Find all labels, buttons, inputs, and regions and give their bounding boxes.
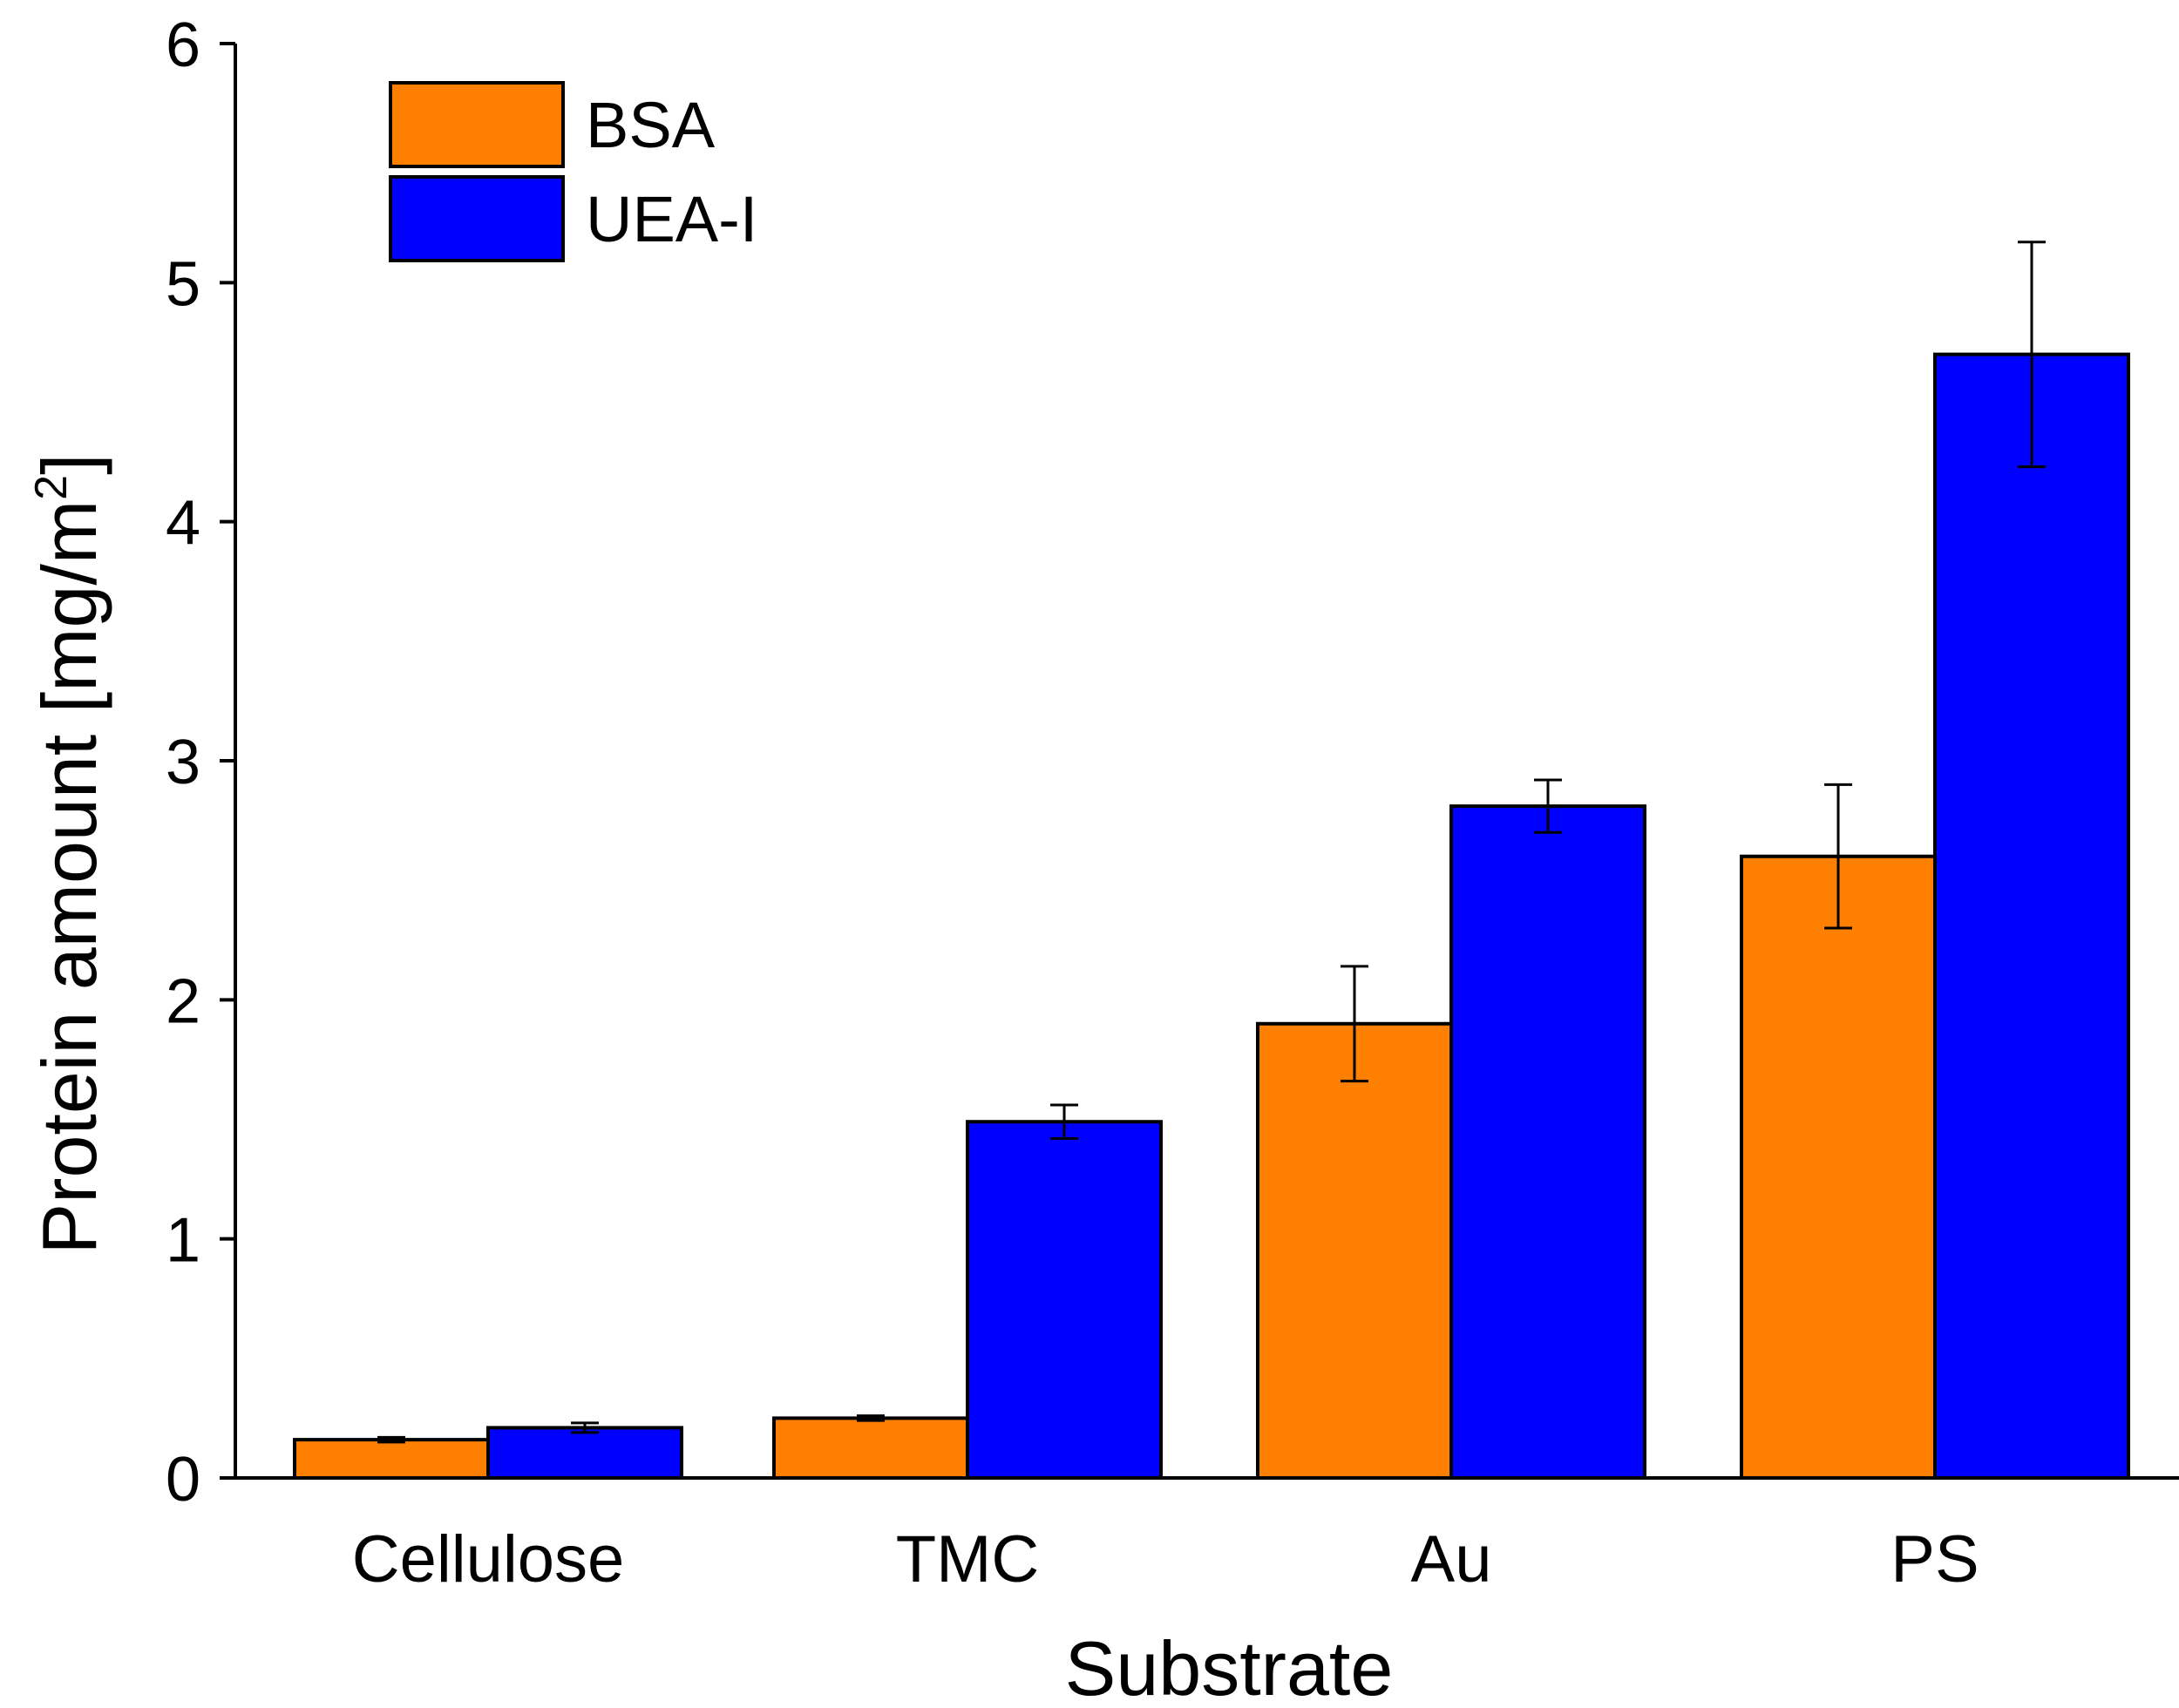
- legend-swatch-bsa: [389, 81, 565, 168]
- bar-uea-i-tmc: [966, 1120, 1163, 1480]
- x-category-label-au: Au: [1411, 1522, 1492, 1596]
- legend-label-uea-i: UEA-I: [586, 183, 757, 255]
- y-axis-title-text: Protein amount [mg/m: [26, 500, 112, 1255]
- y-tick-label: 2: [166, 966, 200, 1036]
- bar-bsa-tmc: [772, 1416, 969, 1480]
- bars-layer: [293, 352, 2130, 1481]
- y-tick-label: 3: [166, 728, 200, 797]
- bar-bsa-cellulose: [293, 1438, 490, 1481]
- y-tick-label: 0: [166, 1445, 200, 1515]
- bar-uea-i-ps: [1933, 352, 2130, 1481]
- x-category-label-cellulose: Cellulose: [352, 1522, 625, 1596]
- y-axis-title-superscript: 2: [26, 475, 77, 500]
- y-tick-label: 1: [166, 1206, 200, 1276]
- error-bars-layer: [377, 241, 2046, 1444]
- legend-label-bsa: BSA: [586, 89, 716, 161]
- x-labels-layer: Cellulose TMC Au PS: [352, 1522, 1979, 1596]
- legend-swatch-uea-i: [389, 175, 565, 262]
- legend: BSA UEA-I: [389, 81, 757, 262]
- y-axis-title-suffix: ]: [26, 453, 112, 474]
- x-category-label-tmc: TMC: [896, 1522, 1040, 1596]
- x-category-label-ps: PS: [1891, 1522, 1979, 1596]
- y-tick-label: 6: [166, 10, 200, 80]
- bar-bsa-au: [1256, 1021, 1453, 1481]
- y-tick-label: 4: [166, 489, 200, 559]
- x-axis-title: Substrate: [1065, 1625, 1394, 1708]
- bar-uea-i-cellulose: [486, 1426, 683, 1481]
- y-tick-label: 5: [166, 249, 200, 319]
- y-ticks-layer: 0 1 2 3 4 5 6: [166, 10, 235, 1515]
- bar-bsa-ps: [1740, 854, 1937, 1480]
- bar-uea-i-au: [1449, 804, 1646, 1480]
- y-axis-title: Protein amount [mg/m2]: [26, 453, 112, 1254]
